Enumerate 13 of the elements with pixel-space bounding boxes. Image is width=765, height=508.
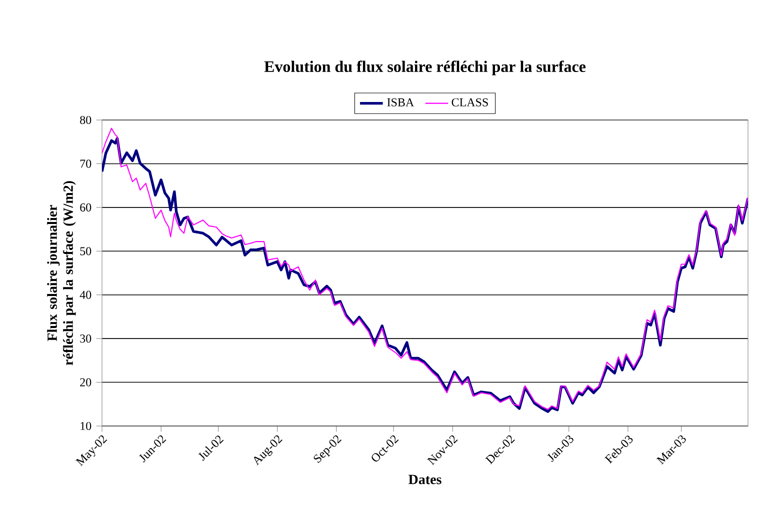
- y-tick-label: 80: [80, 116, 92, 124]
- x-axis-title: Dates: [408, 474, 442, 484]
- chart-title: Evolution du flux solaire réfléchi par la surface: [264, 60, 586, 76]
- y-tick-label: 10: [80, 422, 92, 430]
- y-axis-title: Flux solaire journalier réfléchi par la surface (W/m2): [47, 181, 76, 366]
- legend-label: CLASS: [452, 98, 488, 106]
- y-tick-label: 70: [80, 160, 92, 168]
- y-tick-label: 40: [80, 290, 92, 299]
- y-tick-label: 20: [80, 378, 92, 386]
- y-tick-label: 50: [80, 247, 92, 256]
- y-tick-label: 30: [80, 334, 92, 343]
- y-tick-label: 60: [80, 203, 92, 212]
- legend-label: ISBA: [387, 98, 414, 106]
